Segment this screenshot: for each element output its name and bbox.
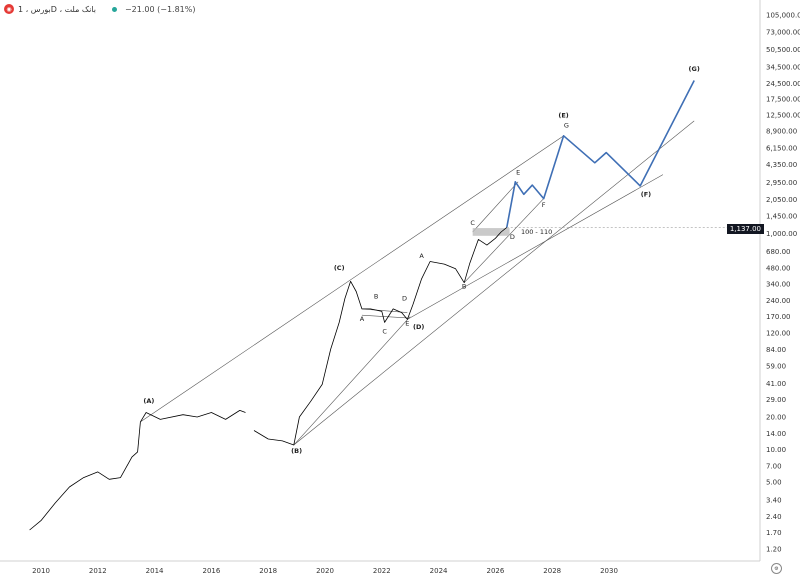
- trendlines: [140, 120, 695, 446]
- y-tick-label: 41.00: [766, 380, 786, 388]
- y-tick-label: 2,050.00: [766, 196, 797, 204]
- y-tick-label: 12,500.00: [766, 111, 800, 119]
- price-change: −21.00 (−1.81%): [124, 4, 196, 14]
- trendline[interactable]: [407, 174, 664, 320]
- y-tick-label: 6,150.00: [766, 145, 797, 153]
- y-tick-label: 3.40: [766, 497, 782, 505]
- trendline[interactable]: [361, 314, 408, 319]
- wave-label: (B): [291, 447, 302, 455]
- wave-label: E: [516, 169, 520, 177]
- wave-label: C: [470, 219, 475, 227]
- y-tick-label: 50,500.00: [766, 46, 800, 54]
- x-tick-label: 2024: [430, 567, 448, 575]
- trendline[interactable]: [293, 120, 695, 446]
- y-tick-label: 29.00: [766, 396, 786, 404]
- y-tick-label: 120.00: [766, 329, 791, 337]
- y-tick-label: 480.00: [766, 264, 791, 272]
- settings-icon[interactable]: ⚙: [771, 563, 782, 574]
- y-tick-label: 1,000.00: [766, 230, 797, 238]
- wave-label: (E): [558, 112, 568, 120]
- y-tick-label: 680.00: [766, 248, 791, 256]
- wave-label: E: [405, 320, 409, 328]
- x-tick-label: 2010: [32, 567, 50, 575]
- price-line[interactable]: [253, 227, 508, 446]
- y-tick-label: 20.00: [766, 413, 786, 421]
- y-tick-label: 340.00: [766, 281, 791, 289]
- y-tick-label: 1,450.00: [766, 212, 797, 220]
- wave-labels: (A) (B) (C) (D) (E) (F) (G) A B C D E A B C D E F G: [143, 65, 699, 455]
- price-zone[interactable]: [472, 228, 510, 236]
- trendline[interactable]: [140, 135, 564, 423]
- y-tick-label: 170.00: [766, 313, 791, 321]
- x-tick-label: 2014: [146, 567, 164, 575]
- wave-label: (G): [689, 65, 700, 73]
- wave-label: (D): [413, 323, 424, 331]
- trendline[interactable]: [472, 181, 519, 233]
- x-tick-label: 2018: [259, 567, 277, 575]
- x-tick-label: 2028: [543, 567, 561, 575]
- trendline[interactable]: [463, 198, 544, 283]
- x-tick-label: 2026: [486, 567, 504, 575]
- wave-label: (A): [143, 397, 154, 405]
- y-tick-label: 59.00: [766, 363, 786, 371]
- x-tick-label: 2022: [373, 567, 391, 575]
- y-tick-label: 24,500.00: [766, 80, 800, 88]
- wave-label: G: [564, 122, 569, 130]
- bank-logo-icon: ◉: [4, 4, 14, 14]
- market-status-icon: [111, 6, 117, 12]
- forecast-line[interactable]: [506, 80, 695, 228]
- price-line[interactable]: [29, 410, 246, 531]
- wave-label: F: [542, 201, 546, 209]
- y-tick-label: 10.00: [766, 446, 786, 454]
- wave-label: C: [382, 328, 387, 336]
- wave-label: D: [402, 294, 407, 302]
- trendline[interactable]: [293, 316, 411, 446]
- y-axis: 105,000.00 73,000.00 50,500.00 34,500.00 24,…: [759, 0, 800, 561]
- zone-group: 100 - 110: [472, 227, 760, 236]
- wave-label: (C): [334, 264, 345, 272]
- wave-label: B: [462, 282, 466, 290]
- y-tick-label: 84.00: [766, 346, 786, 354]
- x-tick-label: 2020: [316, 567, 334, 575]
- y-tick-label: 7.00: [766, 463, 782, 471]
- y-tick-label: 2.40: [766, 513, 782, 521]
- y-tick-label: 105,000.00: [766, 12, 800, 20]
- wave-label: D: [510, 233, 515, 241]
- x-tick-label: 2030: [600, 567, 618, 575]
- y-tick-label: 73,000.00: [766, 29, 800, 37]
- wave-label: A: [360, 315, 365, 323]
- y-tick-label: 4,350.00: [766, 161, 797, 169]
- y-tick-label: 5.00: [766, 479, 782, 487]
- y-tick-label: 34,500.00: [766, 64, 800, 72]
- y-tick-label: 14.00: [766, 430, 786, 438]
- y-tick-label: 240.00: [766, 297, 791, 305]
- y-tick-label: 2,950.00: [766, 179, 797, 187]
- x-tick-label: 2016: [202, 567, 220, 575]
- y-tick-label: 17,500.00: [766, 96, 800, 104]
- current-price-tag: 1,137.00: [726, 224, 764, 234]
- y-tick-label: 8,900.00: [766, 127, 797, 135]
- chart-header: ◉ بورس ، 1D ، بانک ملت −21.00 (−1.81%): [4, 2, 195, 16]
- zone-label: 100 - 110: [521, 228, 552, 236]
- y-tick-label: 1.70: [766, 529, 782, 537]
- wave-label: A: [419, 252, 424, 260]
- wave-label: (F): [641, 190, 651, 198]
- symbol-title[interactable]: بورس ، 1D ، بانک ملت: [18, 4, 96, 14]
- wave-label: B: [374, 292, 378, 300]
- series-layer: [29, 80, 695, 531]
- y-tick-label: 1.20: [766, 546, 782, 554]
- x-axis: 2010 2012 2014 2016 2018 2020 2022 2024 2026 2028…: [0, 560, 760, 575]
- x-tick-label: 2012: [89, 567, 107, 575]
